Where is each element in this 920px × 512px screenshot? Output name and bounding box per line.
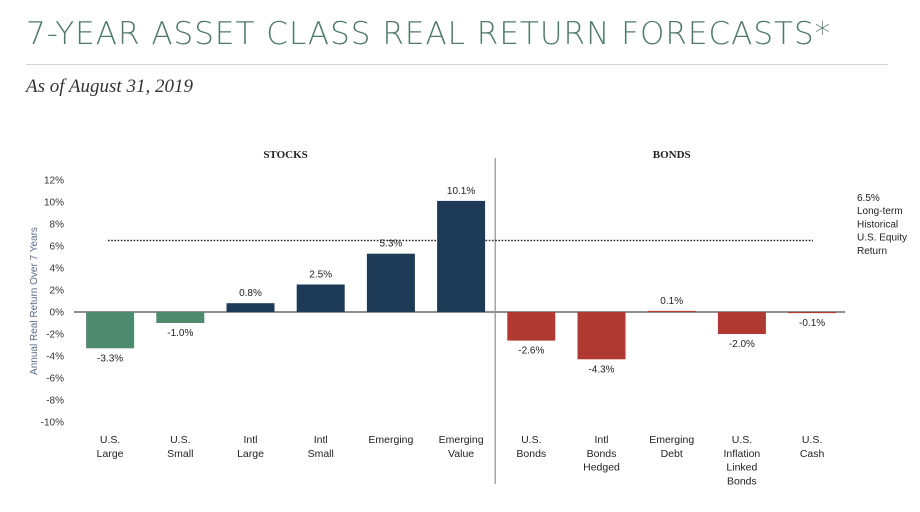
y-tick-label: -8% [46,396,64,407]
bar-10 [788,312,837,314]
bar-value-label: 5.3% [380,239,403,250]
reference-line-label: U.S. Equity [857,233,907,244]
x-category-label: U.S. [802,434,822,446]
y-tick-label: -4% [46,352,64,363]
page-title: 7-YEAR ASSET CLASS REAL RETURN FORECASTS… [26,16,832,52]
bar-value-label: 10.1% [447,186,475,197]
bar-value-label: -4.3% [588,364,614,375]
bar-9 [717,312,766,334]
bar-1 [156,312,205,323]
reference-line-label: Historical [857,219,898,230]
x-category-label: Bonds [727,475,757,487]
reference-line-label: 6.5% [857,193,880,204]
bar-value-label: 0.1% [660,296,683,307]
y-tick-label: -2% [46,330,64,341]
x-category-label: Hedged [583,462,620,474]
bar-5 [437,200,486,312]
x-category-label: Value [448,448,474,460]
x-category-label: Large [97,448,124,460]
reference-line-label: Long-term [857,206,903,217]
y-tick-label: -6% [46,374,64,385]
y-tick-label: 10% [44,198,64,209]
y-tick-label: 2% [50,286,65,297]
x-category-label: Cash [800,448,825,460]
x-category-label: U.S. [521,434,541,446]
bar-4 [366,253,415,312]
y-tick-label: 4% [50,264,65,275]
y-tick-label: 8% [50,220,65,231]
y-tick-label: 6% [50,242,65,253]
x-category-label: Intl [314,434,328,446]
x-category-label: Emerging [649,434,694,446]
bar-3 [296,284,345,312]
y-tick-label: -10% [41,418,64,429]
title-divider [26,64,888,65]
x-category-label: Intl [243,434,257,446]
x-category-label: U.S. [732,434,752,446]
x-category-label: Bonds [516,448,546,460]
bar-value-label: -0.1% [799,318,825,329]
bar-7 [577,312,626,360]
y-axis-title: Annual Real Return Over 7 Years [29,227,40,375]
x-category-label: U.S. [170,434,190,446]
bar-8 [647,310,696,312]
group-header-bonds: BONDS [653,149,691,161]
x-category-label: Large [237,448,264,460]
y-tick-label: 0% [50,308,65,319]
bar-value-label: -2.6% [518,346,544,357]
x-category-label: Inflation [724,448,761,460]
x-category-label: Linked [726,462,757,474]
bar-value-label: 2.5% [309,270,332,281]
as-of-date: As of August 31, 2019 [26,76,193,97]
reference-line-label: Return [857,246,887,257]
bar-2 [226,303,275,312]
x-category-label: Bonds [587,448,617,460]
x-category-label: Debt [661,448,683,460]
x-category-label: Emerging [439,434,484,446]
y-tick-label: 12% [44,176,64,187]
bar-6 [507,312,556,341]
bar-value-label: 0.8% [239,288,262,299]
bar-0 [86,312,135,349]
x-category-label: Emerging [368,434,413,446]
x-category-label: Intl [594,434,608,446]
x-category-label: U.S. [100,434,120,446]
bar-value-label: -2.0% [729,339,755,350]
group-header-stocks: STOCKS [263,149,307,161]
x-category-label: Small [167,448,193,460]
bar-value-label: -1.0% [167,328,193,339]
bar-value-label: -3.3% [97,353,123,364]
x-category-label: Small [308,448,334,460]
